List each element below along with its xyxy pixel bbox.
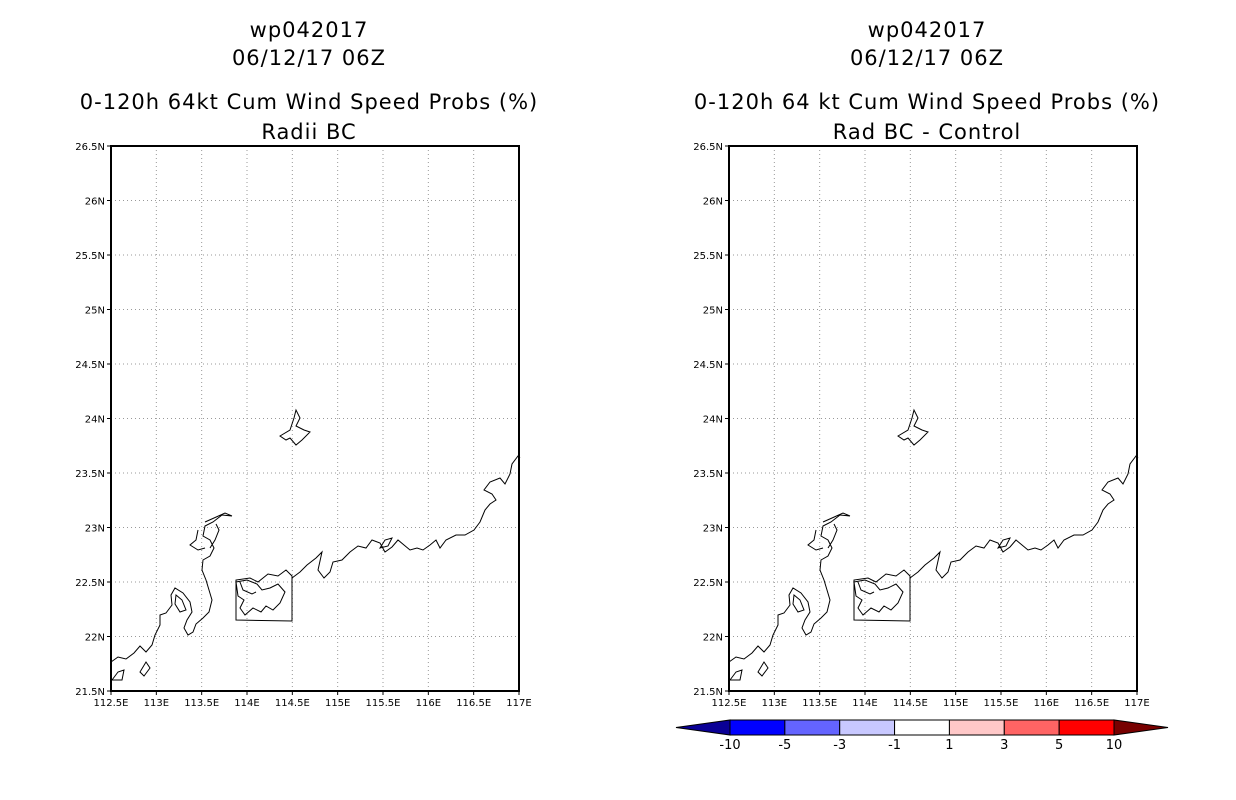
colorbar-segment xyxy=(948,719,1005,736)
lon-tick-label: 117E xyxy=(506,698,531,709)
lat-tick-label: 24.5N xyxy=(75,360,105,371)
lon-tick-label: 115E xyxy=(943,698,968,709)
panel-rad-bc-control: wp042017 06/12/17 06Z 0-120h 64 kt Cum W… xyxy=(618,0,1236,800)
lat-tick-label: 25N xyxy=(85,306,105,317)
lon-tick-label: 113.5E xyxy=(802,698,837,709)
colorbar-segment xyxy=(894,719,950,736)
lon-tick-label: 116E xyxy=(1034,698,1059,709)
lon-tick-label: 112.5E xyxy=(94,698,129,709)
gridlines xyxy=(729,146,1137,691)
lat-tick-label: 21.5N xyxy=(693,687,723,698)
colorbar-segment xyxy=(839,719,896,736)
colorbar-label: -3 xyxy=(833,738,846,753)
colorbar-label: -1 xyxy=(888,738,901,753)
lon-tick-label: 113E xyxy=(144,698,169,709)
lat-tick-label: 26N xyxy=(85,197,105,208)
subtitle: Radii BC xyxy=(261,120,357,144)
lat-tick-label: 22N xyxy=(85,633,105,644)
gridlines xyxy=(111,146,519,691)
subtitle: Rad BC - Control xyxy=(832,120,1022,144)
lat-tick-label: 22N xyxy=(703,633,723,644)
lat-tick-label: 24N xyxy=(703,415,723,426)
lon-tick-label: 116.5E xyxy=(1074,698,1109,709)
lon-tick-label: 112.5E xyxy=(712,698,747,709)
lat-tick-label: 26.5N xyxy=(693,142,723,153)
datetime-title: 06/12/17 06Z xyxy=(849,46,1005,70)
colorbar: -10 -5 -3 -1 1 3 5 10 xyxy=(675,719,1169,753)
map-border xyxy=(728,145,1138,692)
lat-tick-label: 23.5N xyxy=(693,469,723,480)
lat-tick-label: 23.5N xyxy=(75,469,105,480)
colorbar-right-arrow xyxy=(1113,719,1169,736)
lon-tick-label: 114E xyxy=(234,698,259,709)
datetime-title: 06/12/17 06Z xyxy=(231,46,387,70)
lon-tick-label: 117E xyxy=(1124,698,1149,709)
lon-tick-label: 114E xyxy=(852,698,877,709)
lon-tick-label: 116.5E xyxy=(456,698,491,709)
lat-tick-label: 23N xyxy=(703,524,723,535)
colorbar-segment xyxy=(784,719,841,736)
lon-tick-label: 115.5E xyxy=(366,698,401,709)
lat-tick-label: 24N xyxy=(85,415,105,426)
colorbar-label: 3 xyxy=(1000,738,1008,753)
coastline xyxy=(728,408,1139,681)
lon-tick-label: 114.5E xyxy=(275,698,310,709)
map-frame: 112.5E 113E 113.5E 114E 114.5E 115E 115.5E 116E… xyxy=(693,142,1149,709)
lat-tick-label: 22.5N xyxy=(75,578,105,589)
lon-tick-label: 115.5E xyxy=(984,698,1019,709)
colorbar-label: -10 xyxy=(719,738,740,753)
lat-tick-label: 24.5N xyxy=(693,360,723,371)
storm-id-title: wp042017 xyxy=(867,18,987,42)
lon-tick-label: 113E xyxy=(762,698,787,709)
lat-tick-label: 26N xyxy=(703,197,723,208)
colorbar-label: 5 xyxy=(1055,738,1063,753)
lat-tick-label: 22.5N xyxy=(693,578,723,589)
lat-tick-label: 26.5N xyxy=(75,142,105,153)
panel-radii-bc: wp042017 06/12/17 06Z 0-120h 64kt Cum Wi… xyxy=(75,18,539,709)
lat-tick-label: 23N xyxy=(85,524,105,535)
map-frame: 112.5E 113E 113.5E 114E 114.5E 115E 115.5E 116E… xyxy=(75,142,531,709)
product-title: 0-120h 64kt Cum Wind Speed Probs (%) xyxy=(79,90,539,114)
colorbar-segment xyxy=(1058,719,1115,736)
lat-tick-label: 21.5N xyxy=(75,687,105,698)
lat-tick-label: 25.5N xyxy=(693,251,723,262)
colorbar-left-arrow xyxy=(675,719,731,736)
lon-tick-label: 114.5E xyxy=(893,698,928,709)
product-title: 0-120h 64 kt Cum Wind Speed Probs (%) xyxy=(693,90,1161,114)
lon-tick-label: 113.5E xyxy=(184,698,219,709)
storm-id-title: wp042017 xyxy=(249,18,369,42)
colorbar-segment xyxy=(729,719,786,736)
colorbar-label: -5 xyxy=(778,738,791,753)
lon-tick-label: 116E xyxy=(416,698,441,709)
colorbar-segment xyxy=(1003,719,1060,736)
colorbar-label: 10 xyxy=(1106,738,1123,753)
lon-tick-label: 115E xyxy=(325,698,350,709)
colorbar-label: 1 xyxy=(945,738,953,753)
map-border xyxy=(110,145,520,692)
lat-tick-label: 25.5N xyxy=(75,251,105,262)
coastline xyxy=(110,408,521,681)
lat-tick-label: 25N xyxy=(703,306,723,317)
